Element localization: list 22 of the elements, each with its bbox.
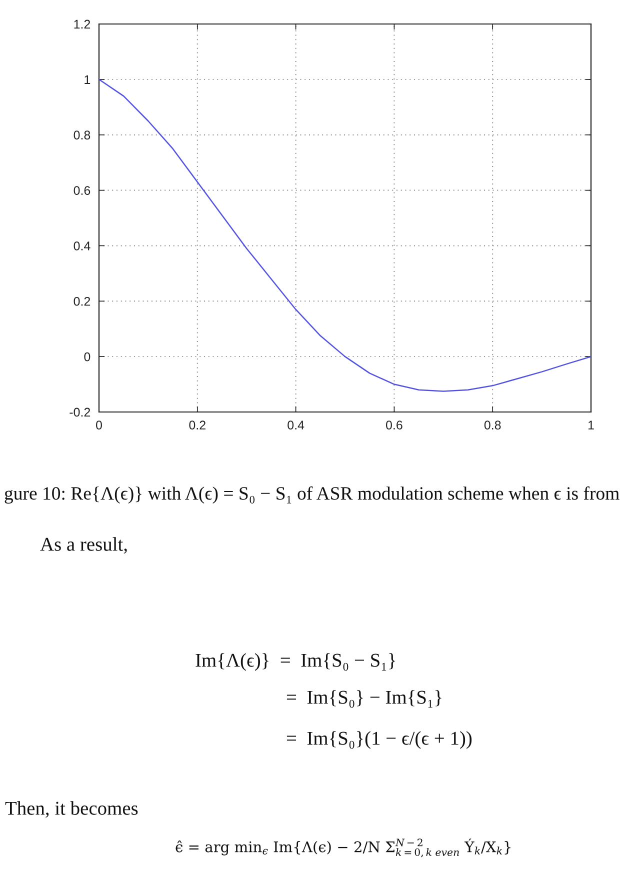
- text: = Im{S₀}(1 − ϵ/(ϵ + 1)): [286, 731, 472, 749]
- x-tick-label: 0: [96, 420, 102, 430]
- x-tick-label: 0.4: [288, 420, 304, 430]
- y-tick-label: 0.2: [74, 296, 90, 306]
- line-series: [99, 78, 591, 392]
- text: Im{Λ(ϵ)} = Im{S₀ − S₁}: [196, 653, 395, 671]
- y-tick-label: 0.4: [74, 242, 90, 250]
- y-tick-label: 1.2: [74, 20, 90, 29]
- text: ϵ̂ = arg min$_{ϵ}$ Im{Λ(ϵ) − 2/N Σ$^{N−2}$$_{k=0,keven}$ Ý$_{k}$/X$_{k}$}: [176, 838, 510, 858]
- text: As a result,: [40, 537, 127, 554]
- x-tick-label: 0.2: [189, 420, 206, 430]
- x-tick-label: 0.6: [386, 420, 402, 430]
- y-tick-label: 0.8: [74, 130, 90, 140]
- text: Then, it becomes: [5, 801, 138, 818]
- text: gure 10: Re{Λ(ϵ)} with Λ(ϵ) = S₀ − S₁ of ASR modulation scheme when ϵ is from: [4, 486, 620, 504]
- x-tick-label: 0.8: [484, 420, 501, 430]
- text: = Im{S₀} − Im{S₁}: [286, 690, 442, 708]
- y-tick-label: 1: [84, 75, 90, 84]
- x-tick-label: 1: [588, 420, 594, 430]
- y-tick-label: 0: [84, 352, 90, 362]
- y-tick-label: 0.6: [74, 186, 90, 195]
- y-tick-label: -0.2: [70, 408, 90, 417]
